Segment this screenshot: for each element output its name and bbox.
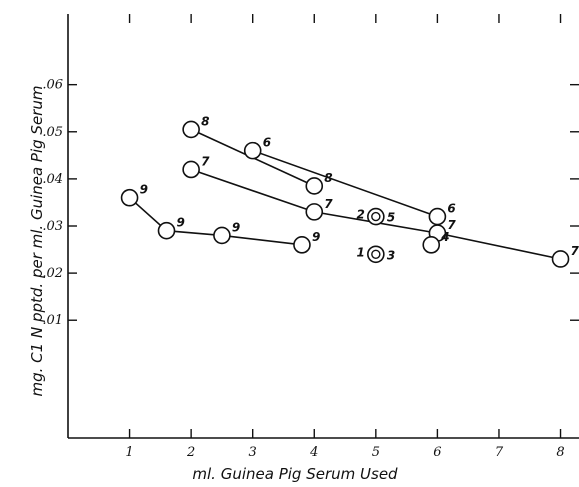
point-label: 5 [387, 211, 395, 225]
point-label: 9 [140, 183, 148, 197]
point-label: 4 [440, 230, 449, 244]
data-point [157, 221, 176, 240]
data-point [428, 207, 447, 226]
x-tick-label: 3 [249, 445, 257, 460]
tick-marks [68, 14, 579, 438]
point-label: 2 [356, 208, 364, 222]
data-point-inner-ring [371, 249, 381, 259]
data-point [120, 188, 139, 207]
x-tick-label: 7 [495, 445, 504, 460]
point-label: 9 [177, 216, 185, 230]
data-point [422, 236, 441, 254]
x-tick-label: 4 [309, 445, 318, 460]
point-label: 9 [232, 220, 240, 234]
point-labels: 9 9 9 9 8 8 6 6 7 7 7 7* 2 5 1 3 4 [140, 114, 579, 262]
x-tick-label: 8 [556, 445, 564, 460]
y-axis-title: mg. C1 N pptd. per ml. Guinea Pig Serum [28, 86, 46, 397]
data-points [120, 120, 570, 268]
point-label: 9 [312, 230, 320, 244]
point-label: 7* [571, 244, 579, 258]
y-tick-label: .05 [42, 125, 63, 140]
series-line-1 [129, 197, 303, 246]
x-tick-label: 6 [433, 445, 441, 460]
axes [67, 14, 579, 439]
data-point [305, 177, 324, 195]
data-point [305, 203, 324, 221]
y-tick-label: .01 [42, 313, 63, 328]
y-tick-label: .06 [42, 78, 63, 93]
data-point [182, 160, 200, 179]
point-label: 8 [201, 114, 209, 128]
x-tick-label: 1 [125, 445, 133, 460]
data-point [243, 141, 262, 160]
point-label: 7 [324, 197, 333, 211]
point-label: 6 [447, 202, 455, 216]
point-label: 6 [263, 136, 271, 150]
series-line-3 [252, 149, 438, 218]
x-tick-label: 2 [186, 445, 195, 460]
x-tick-label: 5 [372, 445, 380, 460]
y-tick-label: .04 [42, 172, 63, 187]
point-label: 1 [356, 245, 364, 259]
tick-labels: 1 2 3 4 5 6 7 8 .01 .02 .03 .04 .05 .06 [42, 78, 564, 460]
series-lines [129, 128, 561, 260]
data-point [551, 250, 570, 268]
x-axis-title: ml. Guinea Pig Serum Used [192, 465, 398, 483]
y-tick-label: .02 [42, 266, 63, 281]
data-point [213, 226, 231, 245]
point-label: 7 [201, 154, 210, 168]
point-label: 3 [387, 248, 395, 262]
data-point [182, 120, 200, 139]
y-tick-label: .03 [42, 219, 63, 234]
data-point [293, 236, 311, 254]
data-point-inner-ring [371, 211, 381, 222]
point-label: 8 [324, 171, 332, 185]
point-label: 7 [447, 218, 456, 232]
